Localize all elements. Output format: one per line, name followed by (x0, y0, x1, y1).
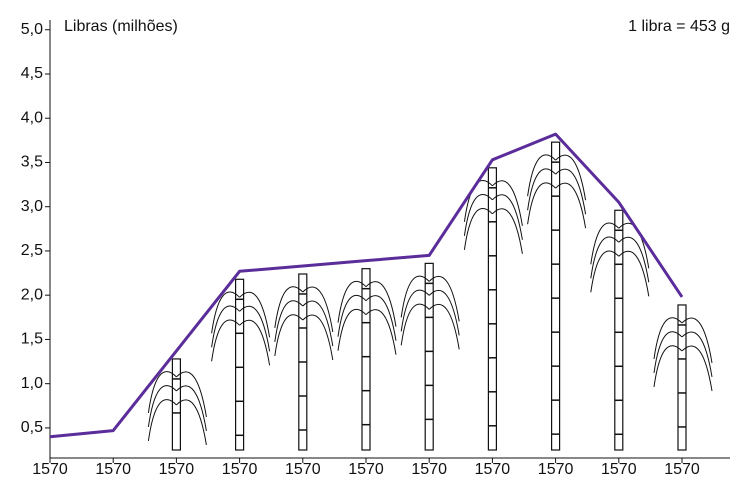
cane-part (488, 168, 496, 450)
cane-stalk (401, 263, 459, 450)
cane-stalk (464, 168, 522, 450)
cane-stalk (212, 279, 270, 450)
cane-stalk (338, 269, 396, 450)
x-tick-label: 1570 (222, 461, 258, 478)
y-tick-label: 2,5 (21, 242, 43, 259)
y-tick-label: 2,0 (21, 286, 43, 303)
x-tick-label: 1570 (475, 461, 511, 478)
y-tick-label: 5,0 (21, 21, 43, 38)
cane-stalk (591, 210, 649, 450)
x-tick-label: 1570 (95, 461, 131, 478)
y-tick-label: 4,0 (21, 109, 43, 126)
chart: Libras (milhões) 1 libra = 453 g 0,5 1,0 1… (0, 0, 741, 480)
y-tick-label: 0,5 (21, 419, 43, 436)
x-tick-label: 1570 (411, 461, 447, 478)
x-tick-label: 1570 (538, 461, 574, 478)
cane-part (615, 210, 623, 450)
cane-part (425, 263, 433, 450)
cane-stalk (148, 359, 206, 450)
cane-stalk (275, 274, 333, 450)
y-tick-label: 3,0 (21, 198, 43, 215)
x-tick-label: 1570 (348, 461, 384, 478)
cane-part (552, 142, 560, 450)
x-tick-label: 1570 (285, 461, 321, 478)
y-unit-annotation: Libras (milhões) (64, 18, 178, 35)
y-tick-label: 1,5 (21, 331, 43, 348)
x-tick-label: 1570 (32, 461, 68, 478)
conversion-annotation: 1 libra = 453 g (628, 18, 730, 35)
cane-stalk (654, 305, 712, 450)
y-tick-label: 1,0 (21, 375, 43, 392)
y-tick-label: 3,5 (21, 154, 43, 171)
cane-part (678, 305, 686, 450)
cane-stalk (528, 142, 586, 450)
x-tick-label: 1570 (159, 461, 195, 478)
x-tick-label: 1570 (664, 461, 700, 478)
y-tick-label: 4,5 (21, 65, 43, 82)
cane-part (236, 279, 244, 450)
x-tick-label: 1570 (601, 461, 637, 478)
cane-part (362, 269, 370, 450)
